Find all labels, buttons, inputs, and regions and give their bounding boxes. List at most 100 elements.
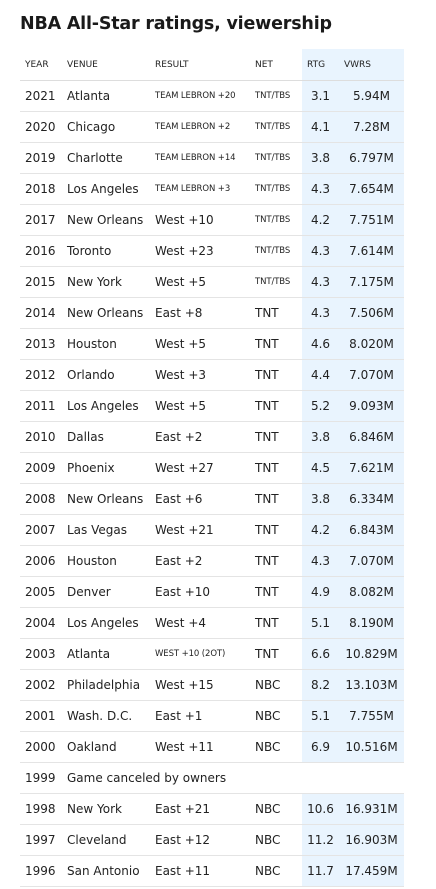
cell-result: West +3	[150, 359, 250, 391]
table-row: 2011 Los Angeles West +5 TNT 5.2 9.093M	[20, 390, 404, 422]
cell-net: TNT	[250, 421, 302, 453]
cell-rtg: 4.5	[302, 452, 339, 484]
cell-year: 2011	[20, 390, 62, 422]
cell-rtg: 4.3	[302, 545, 339, 577]
cell-year: 2021	[20, 80, 62, 112]
cell-rtg: 6.6	[302, 638, 339, 670]
cell-result: East +2	[150, 545, 250, 577]
cell-result: East +10	[150, 576, 250, 608]
cell-result: West +5	[150, 266, 250, 298]
table-row: 2004 Los Angeles West +4 TNT 5.1 8.190M	[20, 607, 404, 639]
cell-vwrs: 8.082M	[339, 576, 404, 608]
cell-result: West +21	[150, 514, 250, 546]
table-header-row: YEAR VENUE RESULT NET RTG VWRS	[20, 49, 404, 81]
cell-rtg: 3.8	[302, 142, 339, 174]
cell-net: NBC	[250, 824, 302, 856]
cell-result: West +5	[150, 328, 250, 360]
cell-rtg: 11.7	[302, 855, 339, 887]
cell-vwrs: 7.614M	[339, 235, 404, 267]
cell-rtg: 4.2	[302, 514, 339, 546]
table-row: 2015 New York West +5 TNT/TBS 4.3 7.175M	[20, 266, 404, 298]
cell-net: TNT	[250, 359, 302, 391]
ratings-table-container: YEAR VENUE RESULT NET RTG VWRS 2021 Atlan…	[20, 49, 404, 887]
cell-vwrs: 7.506M	[339, 297, 404, 329]
cell-rtg: 4.1	[302, 111, 339, 143]
cell-vwrs: 7.28M	[339, 111, 404, 143]
cell-result: East +6	[150, 483, 250, 515]
table-row: 2007 Las Vegas West +21 TNT 4.2 6.843M	[20, 514, 404, 546]
cell-net: TNT	[250, 607, 302, 639]
table-row: 2013 Houston West +5 TNT 4.6 8.020M	[20, 328, 404, 360]
cell-year: 2001	[20, 700, 62, 732]
cell-venue: Los Angeles	[62, 173, 150, 205]
cell-venue: Wash. D.C.	[62, 700, 150, 732]
cell-vwrs: 10.829M	[339, 638, 404, 670]
cell-venue: Los Angeles	[62, 390, 150, 422]
cell-vwrs: 16.903M	[339, 824, 404, 856]
cell-vwrs: 7.654M	[339, 173, 404, 205]
table-row: 2009 Phoenix West +27 TNT 4.5 7.621M	[20, 452, 404, 484]
cell-venue: Atlanta	[62, 80, 150, 112]
cell-venue: Phoenix	[62, 452, 150, 484]
cell-result: West +4	[150, 607, 250, 639]
cell-venue: Atlanta	[62, 638, 150, 670]
cell-net: NBC	[250, 793, 302, 825]
cell-vwrs: 8.190M	[339, 607, 404, 639]
page-title: NBA All-Star ratings, viewership	[20, 14, 332, 34]
cell-year: 2000	[20, 731, 62, 763]
table-row: 2003 Atlanta WEST +10 (2OT) TNT 6.6 10.829M	[20, 638, 404, 670]
cell-vwrs: 6.334M	[339, 483, 404, 515]
cell-net: TNT	[250, 297, 302, 329]
cell-result: East +12	[150, 824, 250, 856]
cell-year: 2010	[20, 421, 62, 453]
cell-rtg: 4.3	[302, 297, 339, 329]
cell-venue: Charlotte	[62, 142, 150, 174]
cell-result: West +5	[150, 390, 250, 422]
cell-net: TNT	[250, 483, 302, 515]
cell-vwrs: 16.931M	[339, 793, 404, 825]
cell-result: East +8	[150, 297, 250, 329]
cell-venue: Toronto	[62, 235, 150, 267]
cell-year: 2017	[20, 204, 62, 236]
cell-result: East +21	[150, 793, 250, 825]
table-body: 2021 Atlanta TEAM LEBRON +20 TNT/TBS 3.1 5.94…	[20, 80, 404, 887]
cell-venue: Denver	[62, 576, 150, 608]
cell-rtg: 11.2	[302, 824, 339, 856]
cell-vwrs: 10.516M	[339, 731, 404, 763]
cell-year: 1997	[20, 824, 62, 856]
cell-venue: Orlando	[62, 359, 150, 391]
cell-net: TNT/TBS	[250, 266, 302, 298]
cell-rtg: 4.4	[302, 359, 339, 391]
cell-result: West +23	[150, 235, 250, 267]
cell-year: 2015	[20, 266, 62, 298]
cell-rtg: 4.3	[302, 173, 339, 205]
cell-venue: Houston	[62, 328, 150, 360]
table-row: 2016 Toronto West +23 TNT/TBS 4.3 7.614M	[20, 235, 404, 267]
cell-result: East +2	[150, 421, 250, 453]
cell-result: TEAM LEBRON +20	[150, 80, 250, 112]
cell-rtg: 8.2	[302, 669, 339, 701]
cell-result: West +15	[150, 669, 250, 701]
cell-rtg: 3.8	[302, 421, 339, 453]
cell-venue: New Orleans	[62, 297, 150, 329]
cell-result: East +11	[150, 855, 250, 887]
cell-rtg: 4.2	[302, 204, 339, 236]
header-rtg: RTG	[302, 49, 339, 81]
cell-rtg: 4.9	[302, 576, 339, 608]
cell-year: 2012	[20, 359, 62, 391]
cell-net: NBC	[250, 855, 302, 887]
header-venue: VENUE	[62, 49, 150, 81]
cell-result: West +11	[150, 731, 250, 763]
cell-vwrs: 9.093M	[339, 390, 404, 422]
table-row: 2005 Denver East +10 TNT 4.9 8.082M	[20, 576, 404, 608]
header-result: RESULT	[150, 49, 250, 81]
table-row: 2008 New Orleans East +6 TNT 3.8 6.334M	[20, 483, 404, 515]
cell-year: 2005	[20, 576, 62, 608]
table-row: 2018 Los Angeles TEAM LEBRON +3 TNT/TBS 4.3 7…	[20, 173, 404, 205]
table-row: 2001 Wash. D.C. East +1 NBC 5.1 7.755M	[20, 700, 404, 732]
cell-result: TEAM LEBRON +2	[150, 111, 250, 143]
cell-rtg: 5.2	[302, 390, 339, 422]
cell-venue: New York	[62, 793, 150, 825]
cell-venue: New Orleans	[62, 204, 150, 236]
cell-year: 2003	[20, 638, 62, 670]
